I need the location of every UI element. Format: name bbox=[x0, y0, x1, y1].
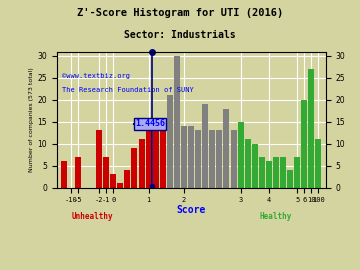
Bar bbox=[209, 130, 215, 187]
Bar bbox=[139, 139, 145, 187]
Bar bbox=[117, 183, 123, 187]
Y-axis label: Number of companies (573 total): Number of companies (573 total) bbox=[30, 67, 35, 172]
Bar bbox=[273, 157, 279, 187]
Bar bbox=[188, 126, 194, 187]
Bar bbox=[61, 161, 67, 187]
Bar bbox=[230, 130, 237, 187]
Bar bbox=[131, 148, 138, 187]
Bar bbox=[301, 100, 307, 187]
Bar bbox=[259, 157, 265, 187]
Text: 1.4456: 1.4456 bbox=[135, 119, 165, 129]
Bar bbox=[252, 144, 258, 187]
Bar bbox=[125, 170, 130, 187]
Bar bbox=[153, 126, 159, 187]
Text: The Research Foundation of SUNY: The Research Foundation of SUNY bbox=[62, 87, 194, 93]
Bar bbox=[75, 157, 81, 187]
Bar bbox=[266, 161, 272, 187]
Bar bbox=[245, 139, 251, 187]
Text: Healthy: Healthy bbox=[260, 212, 292, 221]
Bar bbox=[315, 139, 321, 187]
Bar bbox=[96, 130, 102, 187]
Bar bbox=[103, 157, 109, 187]
Bar bbox=[202, 104, 208, 187]
Text: ©www.textbiz.org: ©www.textbiz.org bbox=[62, 73, 130, 79]
Bar bbox=[160, 130, 166, 187]
Bar bbox=[280, 157, 286, 187]
Bar bbox=[216, 130, 222, 187]
X-axis label: Score: Score bbox=[176, 205, 206, 215]
Bar bbox=[110, 174, 116, 187]
Text: Sector: Industrials: Sector: Industrials bbox=[124, 30, 236, 40]
Bar bbox=[167, 95, 173, 187]
Bar bbox=[224, 109, 229, 187]
Bar bbox=[174, 56, 180, 187]
Bar bbox=[238, 122, 244, 187]
Text: Unhealthy: Unhealthy bbox=[71, 212, 113, 221]
Bar bbox=[309, 69, 314, 187]
Bar bbox=[181, 126, 187, 187]
Bar bbox=[287, 170, 293, 187]
Bar bbox=[146, 126, 152, 187]
Bar bbox=[294, 157, 300, 187]
Text: Z'-Score Histogram for UTI (2016): Z'-Score Histogram for UTI (2016) bbox=[77, 8, 283, 18]
Bar bbox=[195, 130, 201, 187]
